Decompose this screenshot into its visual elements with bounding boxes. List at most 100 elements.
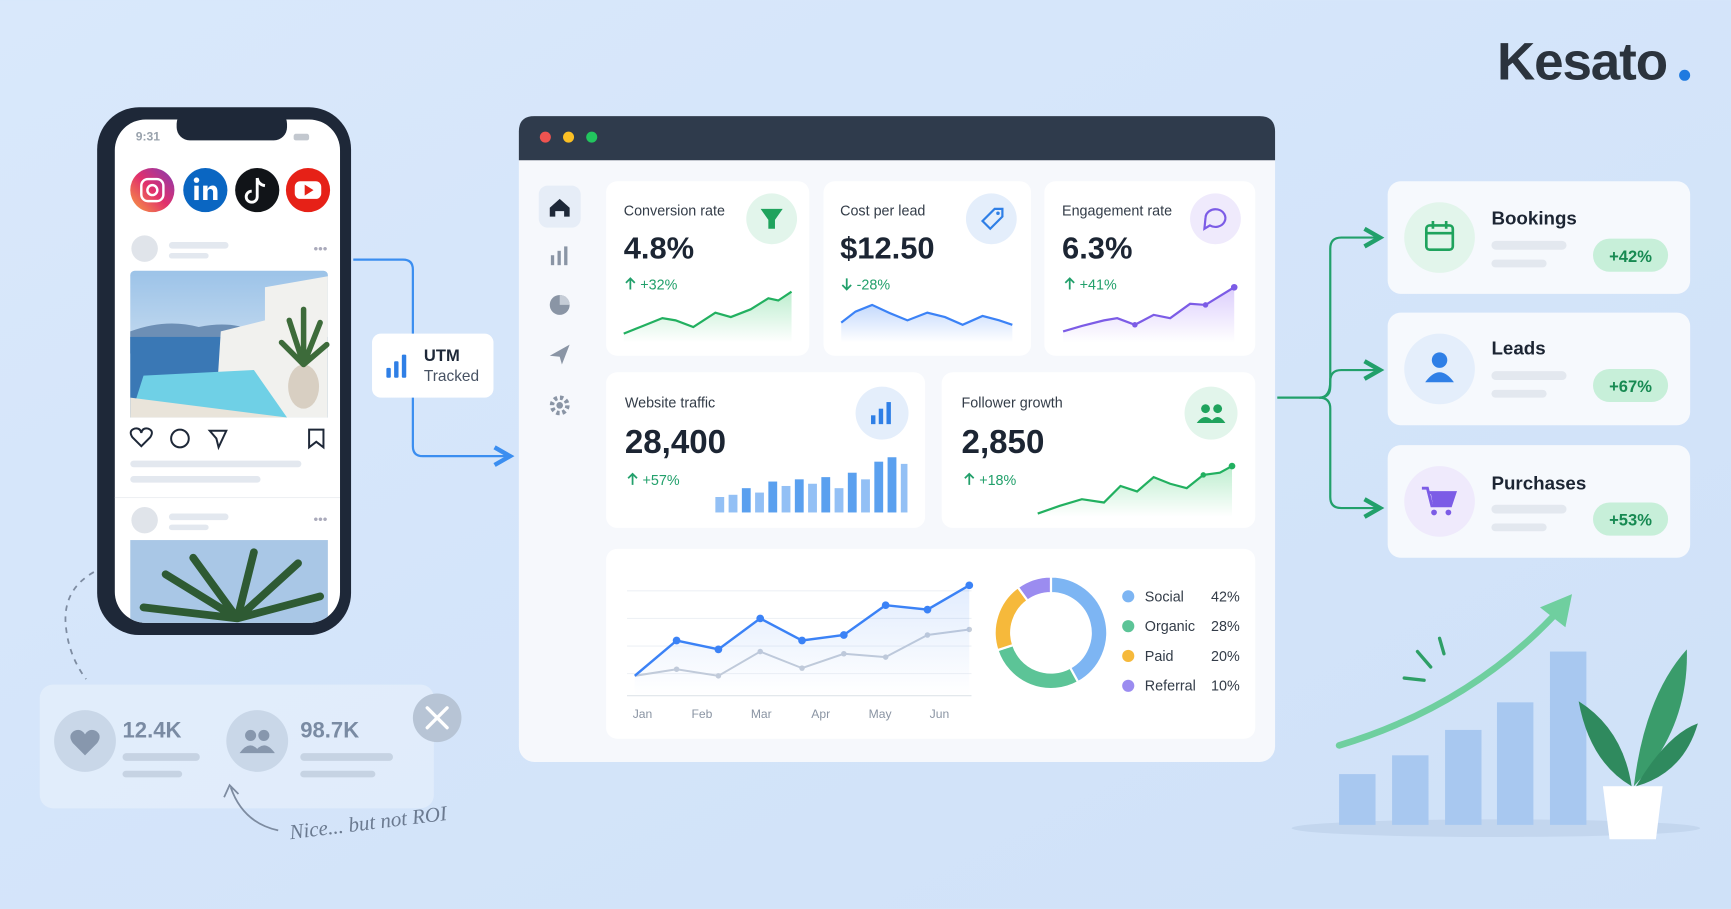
dashboard-part [563,131,575,143]
outcome-card-part [1404,333,1475,405]
kpi-card-part-part [887,457,897,513]
outcome-card: Bookings +42% [1387,181,1691,294]
kpi-card: Conversion rate 4.8% +32% [606,181,810,356]
post-part [168,241,229,249]
outcome-card: Purchases +53% [1387,445,1691,558]
legend-swatch [1122,620,1135,633]
kpi-card-part-part [821,477,831,513]
kpi-card-part [840,303,1013,326]
kpi-card-part [980,207,1004,231]
social-icons-part [146,183,159,197]
outcome-card-part [1491,240,1567,250]
kpi-card-part [886,402,891,425]
kpi-change: +41% [1080,277,1117,293]
social-stats: 12.4K 98.7K [39,684,462,809]
outcome-connectors-part [1319,396,1378,508]
outcome-card-part [1445,509,1452,516]
trend-point [672,636,681,645]
outcome-card: Leads +67% [1387,312,1691,426]
kpi-value: $12.50 [840,231,935,266]
kpi-card: Engagement rate 6.3% +41% [1044,181,1256,356]
social-stats-part [425,706,449,730]
kpi-card-part [1213,404,1223,414]
utm-badge-part [394,361,399,378]
outcome-card-part [1430,492,1454,505]
kpi-card-part-part [900,463,908,513]
phone-part [293,133,310,141]
outcome-change: +67% [1609,377,1652,396]
kpi-card-part [760,208,783,229]
growth-illustration-part [1578,701,1632,787]
phone-part [176,110,288,141]
kpi-card-part [1184,386,1238,440]
social-stats-part [245,729,257,741]
kpi-card-part-part [768,481,778,513]
trend-point [714,645,723,654]
sidebar-part [549,395,570,416]
kpi-card-part-part [741,488,751,513]
kpi-value: 4.8% [624,231,694,266]
growth-illustration-part [1335,609,1560,749]
legend-value: 28% [1211,619,1240,635]
post-part-part [308,428,325,450]
outcome-card-part [1491,504,1567,514]
phone: 9:31 ••• [97,107,352,635]
post-part [129,427,325,451]
legend-swatch [1122,649,1135,663]
post-part [131,506,158,534]
growth-illustration-part [1602,786,1663,840]
brand-name: Kesato [1497,33,1667,92]
kpi-card-part [878,408,884,425]
utm-subtitle: Tracked [424,368,479,385]
trend-point [798,636,806,645]
outcome-change: +42% [1609,247,1652,266]
utm-badge-part [386,367,391,378]
kpi-card-part-part [834,488,844,513]
kpi-card-part [1230,283,1238,291]
brand-part [1679,69,1691,81]
social-stats-part [122,770,183,778]
more: ••• [314,241,328,256]
kpi-card-part [1064,277,1075,290]
kpi-label: Engagement rate [1062,203,1172,219]
kpi-card-part [715,457,908,513]
kpi-card-part [623,291,792,343]
sidebar-part [557,250,561,266]
outcome-connectors-part [1319,370,1378,399]
social-stats-part [239,745,275,754]
kpi-card-part [871,415,876,425]
legend-value: 20% [1211,649,1240,665]
outcome-card-part [1593,368,1669,403]
kpi-card-part [841,278,852,291]
kpi-card-part [625,277,636,290]
kpi-card-part-part [861,479,870,513]
social-icons-part [194,185,199,201]
post-part [288,364,320,409]
outcome-connectors [1277,238,1377,508]
x-tick-label: Mar [751,707,772,721]
kpi-card-part-part [808,483,817,513]
outcome-change: +53% [1609,511,1652,530]
legend-label: Paid [1145,649,1174,665]
kpi-card-part [606,372,926,528]
brand: Kesato [1497,33,1691,92]
utm-badge-part [401,354,407,378]
outcome-card-part [1424,224,1455,252]
kpi-card-part [1201,404,1210,414]
kpi-card-part-part [874,461,884,513]
kpi-card-part [841,304,1013,343]
sidebar-part [549,344,570,365]
social-stats-part [226,710,289,772]
outcome-card-part [1431,509,1437,516]
social-icons-part [203,185,218,201]
dashed-link [64,571,95,680]
legend-swatch [1122,679,1135,692]
social-icons-part [140,177,165,203]
growth-illustration-part [1540,594,1573,628]
post-part-part [129,427,153,448]
kpi-card: Follower growth 2,850 +18% [941,372,1256,528]
kpi-change: +32% [640,277,677,293]
social-stats-part [258,729,270,741]
